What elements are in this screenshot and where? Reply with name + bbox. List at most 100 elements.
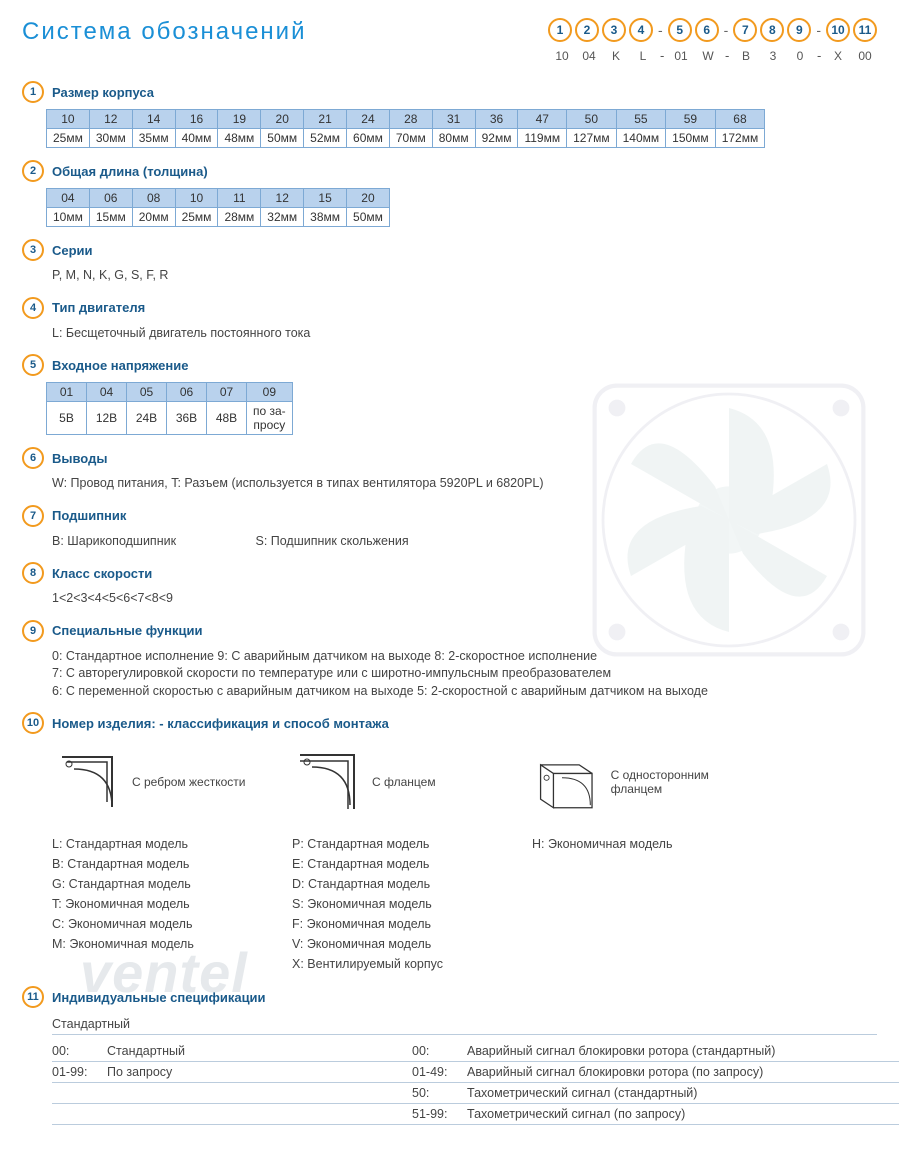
spec-code: 50: (412, 1086, 467, 1100)
dash-separator: - (723, 48, 731, 63)
table-header-cell: 05 (127, 383, 167, 402)
spec-text: Аварийный сигнал блокировки ротора (стан… (467, 1044, 775, 1058)
position-circle: 4 (629, 18, 653, 42)
mount-label: С односторонним фланцем (611, 768, 742, 796)
table-header-cell: 09 (247, 383, 293, 402)
table-cell: 50мм (261, 129, 304, 148)
table-header-cell: 06 (89, 189, 132, 208)
example-code-cell: 10 (550, 49, 574, 63)
model-line: E: Стандартная модель (292, 854, 502, 874)
table-header-cell: 16 (175, 110, 218, 129)
section-title: Серии (52, 243, 93, 258)
model-column: L: Стандартная модельB: Стандартная моде… (52, 834, 262, 974)
example-code-cell: W (696, 49, 720, 63)
spec-line: 6: С переменной скоростью с аварийным да… (52, 683, 877, 701)
table-cell: 32мм (261, 208, 304, 227)
spec-code: 00: (412, 1044, 467, 1058)
mount-single-flange-icon (532, 747, 601, 817)
example-code-cell: 0 (788, 49, 812, 63)
model-line: D: Стандартная модель (292, 874, 502, 894)
section-number-badge: 11 (22, 986, 44, 1008)
table-cell: 127мм (567, 129, 617, 148)
spec-line: 7: С авторегулировкой скорости по темпер… (52, 665, 877, 683)
table-cell: 25мм (47, 129, 90, 148)
section-title: Размер корпуса (52, 85, 154, 100)
dash-separator: - (722, 22, 731, 38)
table-header-cell: 20 (347, 189, 390, 208)
position-circle: 10 (826, 18, 850, 42)
table-header-cell: 24 (347, 110, 390, 129)
spec-text: По запросу (107, 1065, 172, 1079)
table-cell: 52мм (304, 129, 347, 148)
table-header-cell: 21 (304, 110, 347, 129)
length-table: 040608101112152010мм15мм20мм25мм28мм32мм… (46, 188, 390, 227)
section-number-badge: 4 (22, 297, 44, 319)
model-line: S: Экономичная модель (292, 894, 502, 914)
section-length: 2 Общая длина (толщина) 0406081011121520… (22, 160, 877, 227)
section-voltage: 5 Входное напряжение 0104050607095В12В24… (22, 354, 877, 435)
section-text: 1<2<3<4<5<6<7<8<9 (52, 590, 877, 608)
section-number-badge: 5 (22, 354, 44, 376)
model-line: H: Экономичная модель (532, 834, 742, 854)
code-strip: 1234-56-789-1011 1004KL-01W-B30-X00 (327, 18, 878, 63)
section-text: W: Провод питания, T: Разъем (использует… (52, 475, 877, 493)
dash-separator: - (814, 22, 823, 38)
mount-diagrams-row: С ребром жесткости С фланцем (52, 742, 877, 822)
table-header-cell: 47 (518, 110, 567, 129)
model-line: G: Стандартная модель (52, 874, 262, 894)
table-cell: 15мм (89, 208, 132, 227)
position-circle: 5 (668, 18, 692, 42)
mount-option: С односторонним фланцем (532, 742, 742, 822)
model-column: H: Экономичная модель (532, 834, 742, 974)
section-number-badge: 2 (22, 160, 44, 182)
example-code-row: 1004KL-01W-B30-X00 (550, 48, 877, 63)
table-cell: 28мм (218, 208, 261, 227)
spec-row: 50:Тахометрический сигнал (стандартный) (52, 1083, 899, 1104)
table-cell: 38мм (304, 208, 347, 227)
table-cell: 30мм (89, 129, 132, 148)
section-text: P, M, N, K, G, S, F, R (52, 267, 877, 285)
example-code-cell: 04 (577, 49, 601, 63)
table-header-cell: 15 (304, 189, 347, 208)
example-code-cell: B (734, 49, 758, 63)
table-cell: 50мм (347, 208, 390, 227)
bearing-option: S: Подшипник скольжения (255, 534, 408, 548)
table-header-cell: 59 (666, 110, 716, 129)
section-text: B: Шарикоподшипник S: Подшипник скольжен… (52, 533, 877, 551)
table-cell: 24В (127, 402, 167, 435)
table-header-cell: 55 (616, 110, 666, 129)
section-number-badge: 1 (22, 81, 44, 103)
mount-rib-icon (52, 747, 122, 817)
dash-separator: - (658, 48, 666, 63)
table-cell: 60мм (347, 129, 390, 148)
table-cell: 35мм (132, 129, 175, 148)
section-text: 0: Стандартное исполнение 9: С аварийным… (52, 648, 877, 701)
model-lists: L: Стандартная модельB: Стандартная моде… (52, 834, 877, 974)
model-line: F: Экономичная модель (292, 914, 502, 934)
section-title: Общая длина (толщина) (52, 164, 208, 179)
table-header-cell: 07 (207, 383, 247, 402)
dash-separator: - (815, 48, 823, 63)
spec-code: 00: (52, 1044, 107, 1058)
position-circle: 6 (695, 18, 719, 42)
table-cell: 5В (47, 402, 87, 435)
example-code-cell: L (631, 49, 655, 63)
example-code-cell: K (604, 49, 628, 63)
model-line: L: Стандартная модель (52, 834, 262, 854)
model-line: M: Экономичная модель (52, 934, 262, 954)
section-number-badge: 10 (22, 712, 44, 734)
table-header-cell: 19 (218, 110, 261, 129)
spec-row: 00:Стандартный00:Аварийный сигнал блокир… (52, 1041, 899, 1062)
section-title: Специальные функции (52, 623, 203, 638)
section-title: Индивидуальные спецификации (52, 990, 266, 1005)
voltage-table: 0104050607095В12В24В36В48Впо за- просу (46, 382, 293, 435)
table-cell: 92мм (475, 129, 518, 148)
section-title: Тип двигателя (52, 300, 145, 315)
spec-code: 01-49: (412, 1065, 467, 1079)
section-individual-specs: 11 Индивидуальные спецификации Стандартн… (22, 986, 877, 1125)
table-cell: 80мм (432, 129, 475, 148)
table-header-cell: 31 (432, 110, 475, 129)
section-part-number: 10 Номер изделия: - классификация и спос… (22, 712, 877, 974)
section-bearing: 7 Подшипник B: Шарикоподшипник S: Подшип… (22, 505, 877, 551)
table-header-cell: 11 (218, 189, 261, 208)
